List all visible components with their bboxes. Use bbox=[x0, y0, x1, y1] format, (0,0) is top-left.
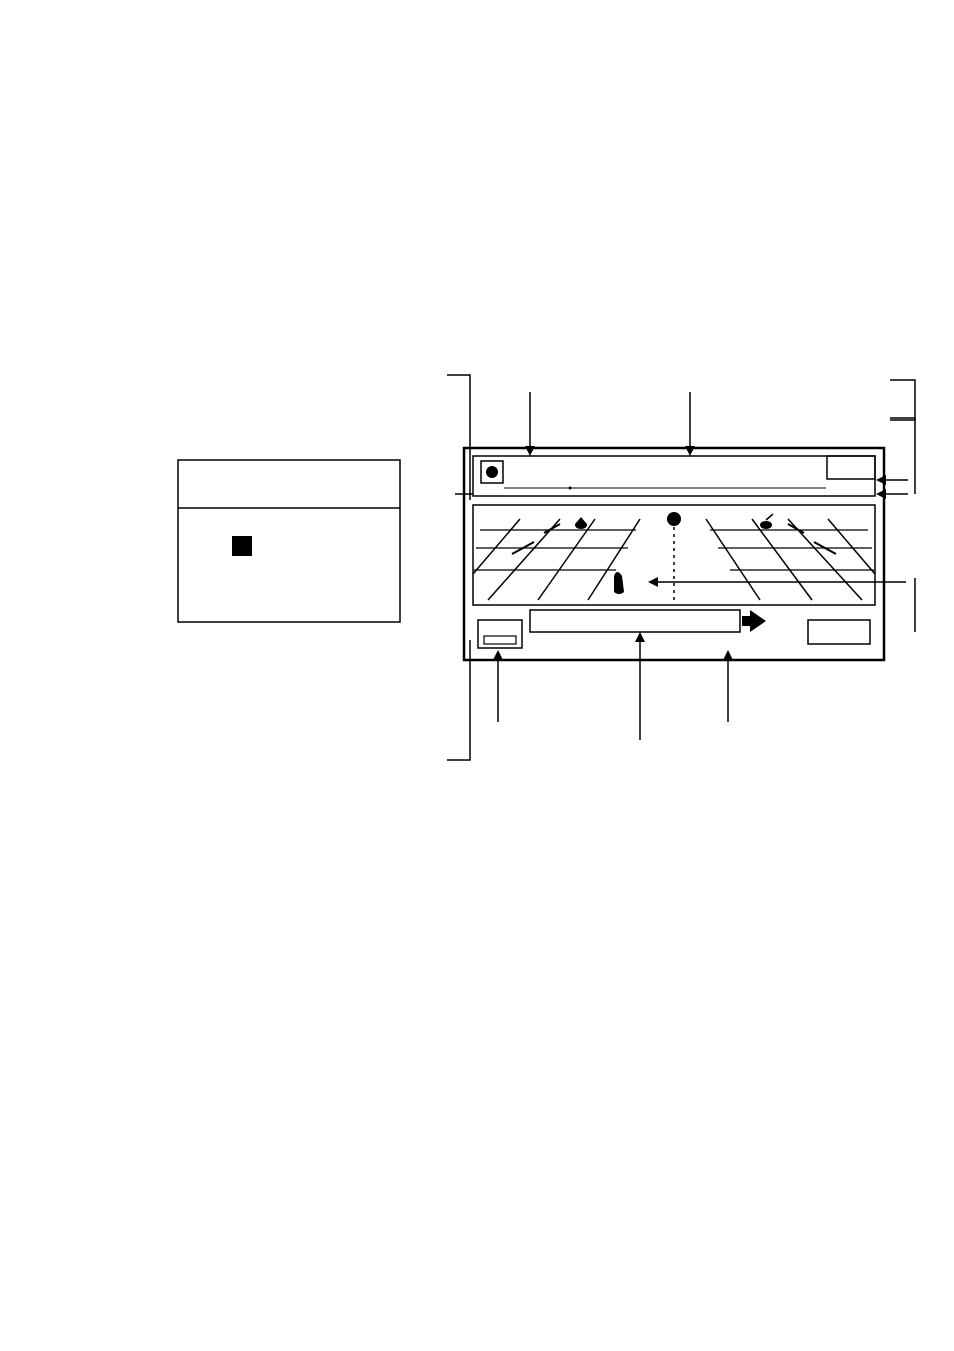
callout-bracket-top-right bbox=[890, 380, 915, 494]
diagram-svg bbox=[0, 0, 954, 1351]
callout-bracket-top-left bbox=[447, 375, 470, 500]
left-info-box bbox=[178, 460, 400, 622]
device-frame bbox=[464, 448, 884, 660]
left-box-marker bbox=[232, 536, 252, 556]
callout-bracket-bottom-left bbox=[447, 640, 470, 760]
left-horizon-object bbox=[575, 517, 587, 529]
device-bottom-right-box bbox=[808, 620, 870, 644]
up-arrows bbox=[493, 632, 733, 740]
device-bottom-center-box bbox=[530, 610, 740, 632]
big-right-arrow-icon bbox=[742, 610, 766, 632]
down-arrows bbox=[525, 392, 695, 456]
boat-icon bbox=[614, 572, 624, 594]
device-top-band bbox=[473, 456, 875, 496]
device-bottom-left-box bbox=[478, 620, 522, 648]
perspective-panel bbox=[473, 505, 875, 605]
page bbox=[0, 0, 954, 1351]
right-horizon-object bbox=[760, 514, 773, 529]
left-arrows-right-side bbox=[876, 475, 908, 499]
device-top-right-box bbox=[827, 456, 875, 479]
record-icon bbox=[486, 466, 498, 478]
vanishing-point-icon bbox=[667, 512, 681, 526]
